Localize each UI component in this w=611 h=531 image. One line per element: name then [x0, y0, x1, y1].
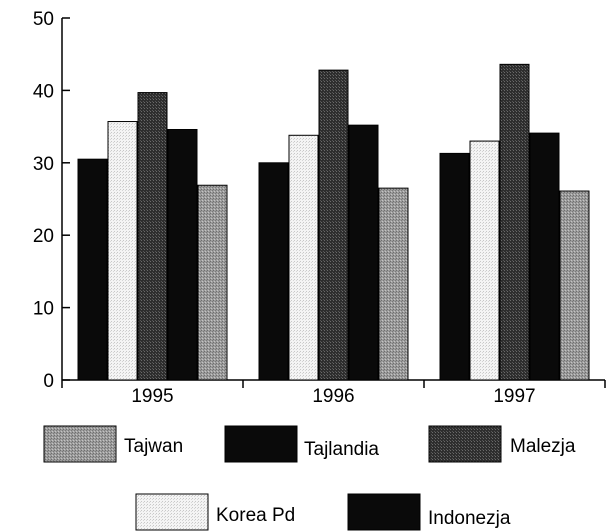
legend-label-malezja: Malezja [510, 436, 576, 457]
x-tick-label: 1995 [131, 386, 173, 407]
legend-swatch-malezja [428, 425, 502, 463]
legend-label-korea-pd: Korea Pd [216, 505, 295, 526]
x-tick-label: 1996 [312, 386, 354, 407]
bar-indonezja-1997 [529, 132, 560, 381]
legend-swatch-korea-pd [135, 493, 209, 531]
legend-swatch-tajwan [43, 425, 117, 463]
legend-label-indonezja: Indonezja [428, 508, 511, 529]
bar-tajlandia-1996 [258, 162, 289, 381]
bar-indonezja-1996 [348, 124, 379, 381]
y-tick-label: 40 [33, 81, 54, 102]
y-tick-label: 10 [33, 299, 54, 320]
legend-swatch-indonezja [347, 493, 421, 531]
y-axis: 0 10 20 30 40 50 [33, 9, 70, 392]
bar-tajwan-1995 [197, 184, 228, 381]
bar-malezja-1997 [499, 63, 530, 381]
legend-label-tajwan: Tajwan [124, 436, 183, 457]
bar-tajwan-1996 [378, 187, 409, 381]
y-tick-label: 0 [43, 371, 54, 392]
bar-malezja-1996 [318, 69, 349, 381]
x-tick-label: 1997 [493, 386, 535, 407]
y-tick-label: 30 [33, 154, 54, 175]
y-tick-label: 20 [33, 226, 54, 247]
x-axis: 1995 1996 1997 [61, 379, 606, 407]
legend-label-tajlandia: Tajlandia [304, 439, 379, 460]
bar-tajlandia-1997 [439, 152, 470, 381]
bar-indonezja-1995 [167, 128, 198, 381]
bar-korea-pd-1997 [469, 140, 500, 381]
bars-group [77, 63, 590, 381]
bar-korea-pd-1996 [288, 134, 319, 381]
y-tick-label: 50 [33, 9, 54, 30]
bar-tajlandia-1995 [77, 158, 108, 381]
bar-malezja-1995 [137, 92, 168, 381]
bar-tajwan-1997 [559, 190, 590, 381]
legend: Tajwan Tajlandia Malezja Korea Pd Indonezja [43, 425, 576, 531]
bar-korea-pd-1995 [107, 121, 138, 381]
legend-swatch-tajlandia [224, 425, 298, 463]
